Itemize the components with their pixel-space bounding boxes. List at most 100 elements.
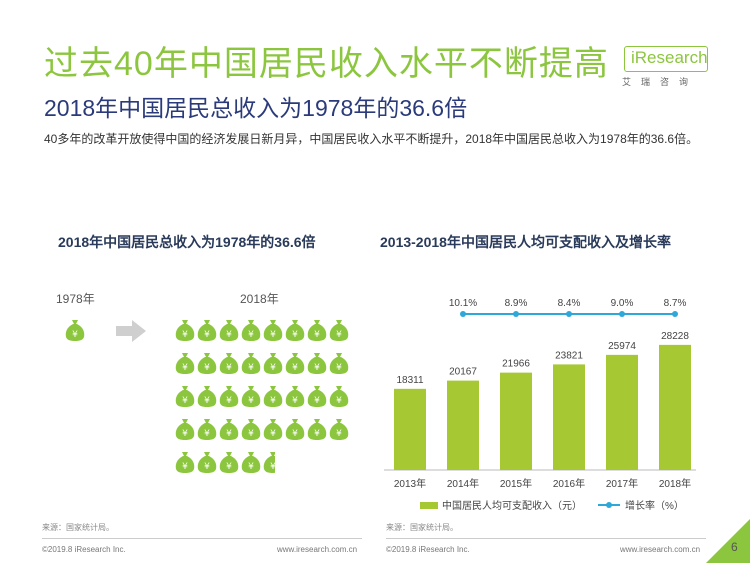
svg-text:¥: ¥ bbox=[204, 363, 210, 373]
right-footer: ©2019.8 iResearch Inc. bbox=[386, 545, 470, 554]
svg-text:¥: ¥ bbox=[204, 429, 210, 439]
bar-2018年 bbox=[659, 344, 691, 470]
svg-text:¥: ¥ bbox=[204, 396, 210, 406]
svg-text:¥: ¥ bbox=[72, 330, 78, 340]
logo-cn-text: 艾瑞咨询 bbox=[622, 77, 699, 87]
bar-2017年 bbox=[606, 354, 638, 470]
money-bag-2018-icon: ¥ bbox=[174, 318, 196, 347]
money-bag-2018-icon: ¥ bbox=[262, 450, 284, 479]
money-bag-2018-icon: ¥ bbox=[284, 417, 306, 446]
money-bag-2018-icon: ¥ bbox=[328, 318, 350, 347]
money-bag-2018-icon: ¥ bbox=[218, 351, 240, 380]
label-2018: 2018年 bbox=[240, 292, 279, 306]
x-tick-label: 2018年 bbox=[659, 477, 691, 490]
page-subtitle: 2018年中国居民总收入为1978年的36.6倍 bbox=[44, 95, 468, 121]
svg-text:¥: ¥ bbox=[314, 363, 320, 373]
svg-text:¥: ¥ bbox=[182, 429, 188, 439]
bar-value-label: 18311 bbox=[396, 375, 424, 386]
right-footer-url: www.iresearch.com.cn bbox=[620, 545, 701, 554]
money-bag-2018-icon: ¥ bbox=[218, 384, 240, 413]
money-bag-2018-icon: ¥ bbox=[174, 450, 196, 479]
money-bag-2018-icon: ¥ bbox=[196, 351, 218, 380]
money-bag-2018-icon: ¥ bbox=[240, 351, 262, 380]
money-bag-2018-icon: ¥ bbox=[196, 417, 218, 446]
arrow-right-icon bbox=[116, 320, 146, 342]
right-source: 来源：国家统计局。 bbox=[386, 523, 458, 532]
bar-2016年 bbox=[553, 364, 585, 470]
iresearch-logo: iResearch 艾瑞咨询 bbox=[618, 38, 714, 88]
x-tick-label: 2013年 bbox=[394, 477, 426, 490]
bar-2015年 bbox=[500, 372, 532, 470]
svg-text:¥: ¥ bbox=[292, 429, 298, 439]
svg-text:¥: ¥ bbox=[336, 363, 342, 373]
svg-text:¥: ¥ bbox=[336, 330, 342, 340]
growth-label: 8.7% bbox=[664, 298, 687, 309]
money-bag-2018-icon: ¥ bbox=[306, 417, 328, 446]
svg-text:¥: ¥ bbox=[226, 462, 232, 472]
page-title: 过去40年中国居民收入水平不断提高 bbox=[44, 45, 609, 83]
svg-text:¥: ¥ bbox=[182, 462, 188, 472]
money-bag-2018-icon: ¥ bbox=[306, 318, 328, 347]
bar-2014年 bbox=[447, 380, 479, 470]
money-bag-2018-icon: ¥ bbox=[196, 318, 218, 347]
money-bag-2018-icon: ¥ bbox=[240, 417, 262, 446]
left-divider bbox=[42, 538, 362, 539]
bar-value-label: 25974 bbox=[608, 341, 636, 352]
growth-label: 8.9% bbox=[505, 298, 528, 309]
money-bag-2018-icon: ¥ bbox=[174, 417, 196, 446]
svg-text:¥: ¥ bbox=[270, 396, 276, 406]
money-bag-2018-icon: ¥ bbox=[174, 384, 196, 413]
x-tick-label: 2017年 bbox=[606, 477, 638, 490]
money-bag-1978-icon: ¥ bbox=[64, 318, 86, 347]
svg-text:¥: ¥ bbox=[248, 429, 254, 439]
left-footer: ©2019.8 iResearch Inc. bbox=[42, 545, 126, 554]
growth-point bbox=[513, 311, 519, 317]
money-bag-2018-icon: ¥ bbox=[240, 450, 262, 479]
income-chart: 18311 2013年 20167 2014年 21966 2015年 23821 2016年… bbox=[384, 298, 696, 512]
svg-text:¥: ¥ bbox=[204, 330, 210, 340]
svg-text:¥: ¥ bbox=[314, 429, 320, 439]
growth-label: 10.1% bbox=[449, 298, 477, 309]
page-number: 6 bbox=[731, 540, 738, 554]
right-divider bbox=[386, 538, 706, 539]
svg-text:¥: ¥ bbox=[182, 330, 188, 340]
legend-bar-label: 中国居民人均可支配收入（元） bbox=[442, 499, 582, 512]
svg-text:¥: ¥ bbox=[248, 363, 254, 373]
svg-text:¥: ¥ bbox=[226, 429, 232, 439]
corner-accent bbox=[706, 519, 750, 563]
logo-frame bbox=[624, 46, 708, 72]
svg-text:¥: ¥ bbox=[226, 396, 232, 406]
svg-text:¥: ¥ bbox=[292, 330, 298, 340]
growth-point bbox=[672, 311, 678, 317]
bar-2013年 bbox=[394, 388, 426, 470]
svg-text:¥: ¥ bbox=[204, 462, 210, 472]
svg-text:¥: ¥ bbox=[182, 363, 188, 373]
page-description: 40多年的改革开放使得中国的经济发展日新月异，中国居民收入水平不断提升，2018… bbox=[44, 132, 699, 146]
svg-text:¥: ¥ bbox=[314, 330, 320, 340]
left-footer-url: www.iresearch.com.cn bbox=[277, 545, 358, 554]
svg-text:¥: ¥ bbox=[182, 396, 188, 406]
svg-text:¥: ¥ bbox=[336, 396, 342, 406]
money-bag-2018-icon: ¥ bbox=[328, 384, 350, 413]
money-bag-2018-icon: ¥ bbox=[240, 318, 262, 347]
money-bag-2018-icon: ¥ bbox=[262, 384, 284, 413]
svg-text:¥: ¥ bbox=[270, 462, 276, 472]
growth-label: 9.0% bbox=[611, 298, 634, 309]
svg-text:¥: ¥ bbox=[270, 363, 276, 373]
money-bag-2018-icon: ¥ bbox=[306, 351, 328, 380]
money-bag-2018-icon: ¥ bbox=[196, 450, 218, 479]
growth-label: 8.4% bbox=[558, 298, 581, 309]
svg-text:¥: ¥ bbox=[248, 330, 254, 340]
money-bag-2018-icon: ¥ bbox=[218, 417, 240, 446]
money-bag-2018-icon: ¥ bbox=[218, 318, 240, 347]
svg-text:¥: ¥ bbox=[336, 429, 342, 439]
growth-point bbox=[619, 311, 625, 317]
svg-text:¥: ¥ bbox=[292, 363, 298, 373]
x-tick-label: 2014年 bbox=[447, 477, 479, 490]
legend-bar-swatch bbox=[420, 502, 438, 509]
money-bag-2018-icon: ¥ bbox=[284, 351, 306, 380]
money-bag-2018-icon: ¥ bbox=[328, 417, 350, 446]
money-bag-2018-icon: ¥ bbox=[196, 384, 218, 413]
growth-point bbox=[460, 311, 466, 317]
money-bag-2018-icon: ¥ bbox=[284, 384, 306, 413]
